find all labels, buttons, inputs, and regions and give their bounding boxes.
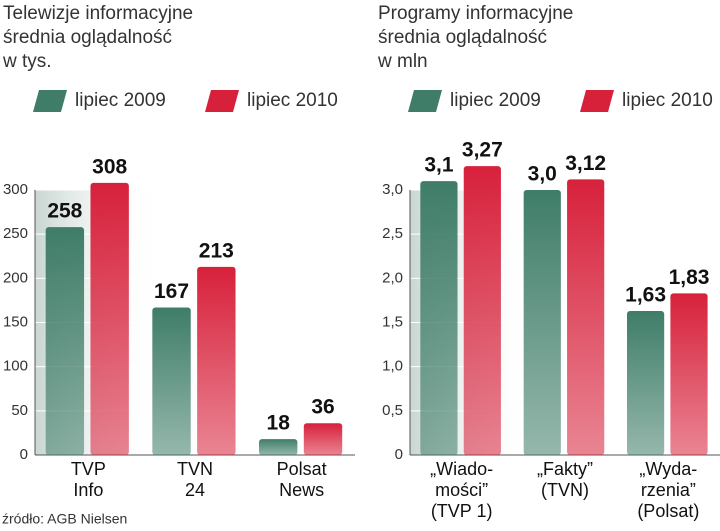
value-label: 308	[92, 155, 127, 178]
bar	[420, 181, 458, 455]
bar	[670, 293, 708, 455]
chart-title: w mln	[377, 51, 428, 72]
value-label: 167	[154, 280, 189, 303]
bar	[523, 190, 561, 455]
y-tick-label: 50	[11, 402, 28, 419]
x-tick-label: Polsat	[277, 459, 327, 479]
bar	[259, 439, 298, 455]
legend-label: lipiec 2009	[75, 90, 166, 111]
x-tick-label: News	[279, 480, 324, 500]
chart-title: w tys.	[2, 51, 52, 72]
value-label: 213	[199, 239, 234, 262]
y-tick-label: 3,0	[382, 181, 403, 198]
legend-label: lipiec 2010	[247, 90, 338, 111]
legend-swatch	[205, 90, 239, 112]
legend-label: lipiec 2009	[450, 90, 541, 111]
y-tick-label: 0	[395, 446, 403, 463]
x-tick-label: (Polsat)	[637, 501, 699, 521]
y-tick-label: 200	[3, 269, 28, 286]
value-label: 3,0	[528, 163, 557, 186]
chart-title: średnia oglądalność	[378, 27, 547, 48]
y-tick-label: 100	[3, 358, 28, 375]
value-label: 3,27	[462, 139, 503, 162]
y-tick-label: 2,5	[382, 225, 403, 242]
x-tick-label: rzenia”	[641, 480, 696, 500]
chart-title: średnia oglądalność	[3, 27, 172, 48]
chart-title: Programy informacyjne	[378, 3, 573, 24]
y-tick-label: 0,5	[382, 402, 403, 419]
value-label: 36	[311, 396, 334, 419]
legend-swatch	[580, 90, 614, 112]
x-tick-label: TVN	[177, 459, 213, 479]
source: źródło: AGB Nielsen	[2, 511, 127, 527]
bar	[90, 182, 129, 455]
bar	[197, 266, 236, 455]
y-tick-label: 250	[3, 225, 28, 242]
value-label: 1,63	[625, 284, 666, 307]
y-tick-label: 300	[3, 181, 28, 198]
legend-swatch	[408, 90, 442, 112]
y-tick-label: 0	[20, 446, 28, 463]
x-tick-label: Info	[73, 480, 103, 500]
x-tick-label: „Wiado-	[430, 459, 493, 479]
value-label: 3,12	[565, 152, 606, 175]
value-label: 258	[47, 200, 82, 223]
value-label: 3,1	[424, 154, 454, 177]
x-tick-label: (TVP 1)	[431, 501, 493, 521]
x-tick-label: „Fakty”	[537, 459, 593, 479]
x-tick-label: (TVN)	[541, 480, 589, 500]
legend-label: lipiec 2010	[622, 90, 713, 111]
value-label: 1,83	[669, 266, 710, 289]
x-tick-label: „Wyda-	[639, 459, 697, 479]
legend-swatch	[33, 90, 67, 112]
bar	[303, 423, 343, 455]
y-tick-label: 150	[3, 313, 28, 330]
bar	[463, 166, 501, 455]
y-tick-label: 2,0	[382, 269, 403, 286]
y-tick-label: 1,5	[382, 313, 403, 330]
x-tick-label: 24	[185, 480, 205, 500]
y-tick-label: 1,0	[382, 358, 403, 375]
x-tick-label: TVP	[71, 459, 106, 479]
bar	[567, 179, 605, 455]
x-tick-label: mości”	[435, 480, 488, 500]
chart-title: Telewizje informacyjne	[3, 3, 193, 24]
bar	[45, 227, 85, 455]
bar	[152, 307, 191, 455]
bar	[627, 311, 665, 455]
value-label: 18	[267, 412, 291, 435]
